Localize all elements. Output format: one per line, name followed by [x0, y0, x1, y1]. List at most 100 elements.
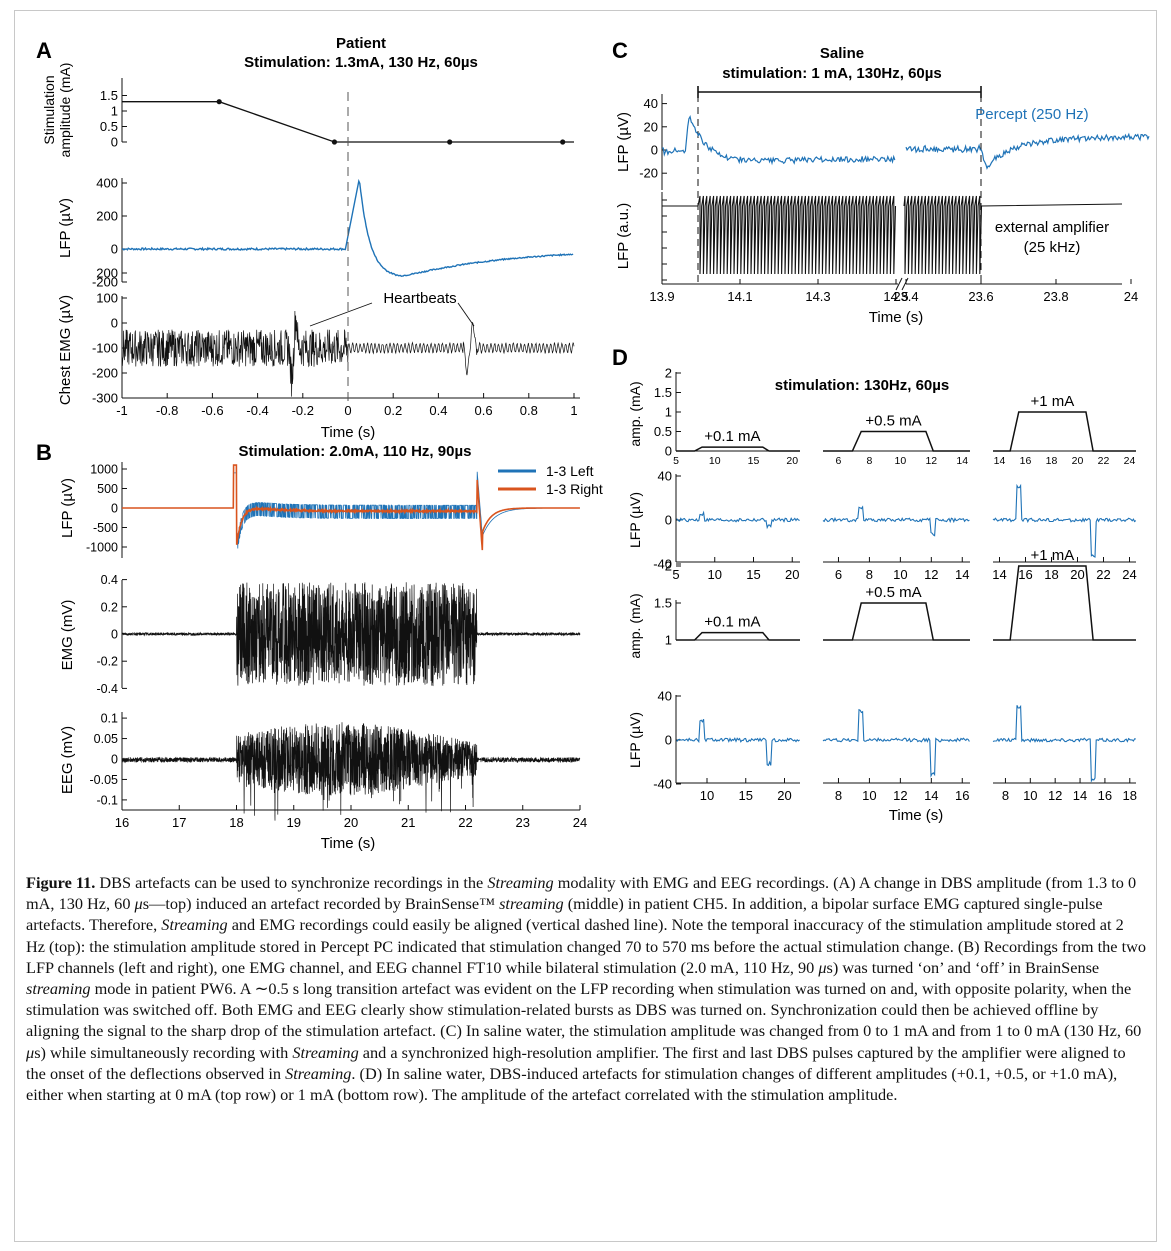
legend-right: 1-3 Right [546, 481, 603, 497]
eeg-b-trace [121, 722, 581, 821]
emg-b-y-tick: 0.4 [101, 573, 118, 587]
stim-y-tick: 0 [111, 135, 118, 150]
figure-caption: Figure 11. DBS artefacts can be used to … [26, 872, 1146, 1105]
d-x-tick: 16 [955, 788, 969, 803]
d-x-tick: 20 [785, 567, 799, 582]
panel-a-title-2: Stimulation: 1.3mA, 130 Hz, 60µs [244, 54, 478, 71]
stim-marker [447, 139, 453, 145]
panel-b-xlabel: Time (s) [321, 835, 375, 852]
figure-11: A Patient Stimulation: 1.3mA, 130 Hz, 60… [36, 35, 1150, 852]
stim-amplitude-line [122, 99, 574, 145]
amp-label-1: external amplifier [995, 219, 1109, 236]
d-amp-x-tick: 8 [866, 455, 872, 467]
d-x-tick: 18 [1123, 788, 1137, 803]
stim-y-tick: 1 [111, 104, 118, 119]
caption-text: . (D) In saline water, DBS-induced artef… [26, 1063, 1118, 1105]
lfp-a-y-tick: 200 [96, 209, 118, 224]
panel-a-x-tick: 0 [344, 403, 351, 418]
eeg-b-y-tick: 0 [111, 753, 118, 767]
d-step-label: +0.1 mA [704, 428, 760, 445]
eeg-b-y-tick: 0.05 [94, 732, 118, 746]
emg-a-y-tick: -100 [92, 341, 118, 356]
caption-text: and a synchronized high-resolution ampli… [26, 1042, 1126, 1083]
percept-trace [661, 115, 1150, 170]
d-amp-x-tick: 22 [1098, 455, 1110, 467]
d-x-tick: 8 [835, 788, 842, 803]
panel-b-x-tick: 21 [401, 815, 415, 830]
d-subplot: +1 mA 8 10 12 14 16 18 [992, 547, 1137, 803]
panel-a-x-tick: 0.2 [384, 403, 402, 418]
panel-c-letter: C [612, 38, 628, 63]
caption-text: and EMG recordings could easily be align… [26, 915, 1146, 977]
panel-a-x-tick: -0.4 [246, 403, 268, 418]
emg-a-ylabel: Chest EMG (µV) [57, 295, 74, 405]
emg-b-ylabel: EMG (mV) [59, 600, 76, 671]
lfp-b-ylabel: LFP (µV) [59, 478, 76, 538]
panel-d-letter: D [612, 345, 628, 370]
panel-c-title-1: Saline [820, 45, 864, 62]
emg-a-y-tick: -300 [92, 391, 118, 406]
lfp-a-y-tick: -200 [92, 275, 118, 290]
lfp-c-ylabel: LFP (µV) [615, 112, 632, 172]
d-lfp-trace [992, 704, 1136, 783]
d-x-tick: 16 [1098, 788, 1112, 803]
lfp-b-y-tick: -500 [93, 521, 118, 535]
caption-text: s—top) induced an artefact recorded by B… [142, 894, 500, 914]
d-amp-step [993, 411, 1136, 452]
d-amp-x-tick: 10 [709, 455, 721, 467]
d-amp-x-tick: 18 [1046, 455, 1058, 467]
panel-a-letter: A [36, 38, 52, 63]
d-amp-x-tick: 16 [1020, 455, 1032, 467]
d-lfp-trace [822, 505, 970, 537]
d-top-lfp-y-tick: 0 [665, 513, 672, 528]
caption-text: DBS artefacts can be used to synchronize… [95, 873, 488, 892]
lfp-b-y-tick: 0 [111, 502, 118, 516]
d-x-tick: 12 [1048, 788, 1062, 803]
d-bot-lfp-y-tick: -40 [653, 777, 672, 792]
d-x-tick: 8 [866, 567, 873, 582]
panel-b: B Stimulation: 2.0mA, 110 Hz, 90µs LFP (… [36, 440, 624, 852]
d-x-tick: 14 [924, 788, 938, 803]
d-x-tick: 15 [746, 567, 760, 582]
d-x-tick: 5 [672, 567, 679, 582]
lfp-c-y-tick: -20 [639, 166, 658, 181]
d-x-tick: 10 [893, 567, 907, 582]
eeg-b-y-tick: 0.1 [101, 712, 118, 726]
lfp-b-y-tick: -1000 [86, 541, 118, 555]
lfp-b-y-tick: 500 [97, 482, 118, 496]
panel-c-x-tick: 14.1 [727, 289, 752, 304]
d-amp-x-tick: 14 [994, 455, 1006, 467]
panel-b-title: Stimulation: 2.0mA, 110 Hz, 90µs [239, 443, 472, 460]
caption-italic: μ [134, 894, 143, 914]
lfp-c-y-tick: 20 [644, 119, 658, 134]
d-amp-step [993, 565, 1136, 641]
panel-c-title-2: stimulation: 1 mA, 130Hz, 60µs [722, 65, 942, 82]
lfp-right-trace [122, 464, 580, 551]
panel-a-x-tick: -1 [116, 403, 128, 418]
caption-italic: Streaming [285, 1063, 352, 1083]
panel-b-x-tick: 17 [172, 815, 186, 830]
d-x-tick: 12 [893, 788, 907, 803]
d-bot-amp-y-tick: 1.5 [654, 596, 672, 611]
lfp-b-y-tick: 1000 [90, 463, 118, 477]
panel-a-x-tick: -0.2 [292, 403, 314, 418]
panel-d-title: stimulation: 130Hz, 60µs [775, 377, 950, 394]
caption-text: (middle) in patient CH5. In addition, a … [26, 894, 1103, 935]
stim-ylabel-1: Stimulation [41, 75, 57, 144]
caption-text: modality with EMG and EEG recordings. (A… [26, 873, 1137, 914]
caption-label: Figure 11. [26, 873, 96, 892]
d-bot-lfp-y-tick: 40 [658, 689, 672, 704]
d-subplot: +0.1 mA 10 15 20 [675, 600, 800, 803]
d-step-label: +0.5 mA [865, 584, 921, 601]
panel-a-x-tick: 0.6 [475, 403, 493, 418]
d-top-amp-y-tick: 0.5 [654, 424, 672, 439]
emg-a-y-tick: 200 [96, 266, 118, 281]
panel-c-x-tick: 23.6 [968, 289, 993, 304]
emg-b-y-tick: 0 [111, 628, 118, 642]
caption-italic: streaming [26, 979, 91, 999]
panel-b-x-tick: 23 [516, 815, 530, 830]
d-x-tick: 10 [862, 788, 876, 803]
d-x-tick: 14 [955, 567, 969, 582]
panel-b-x-tick: 19 [287, 815, 301, 830]
lfp-a-y-tick: 0 [111, 242, 118, 257]
